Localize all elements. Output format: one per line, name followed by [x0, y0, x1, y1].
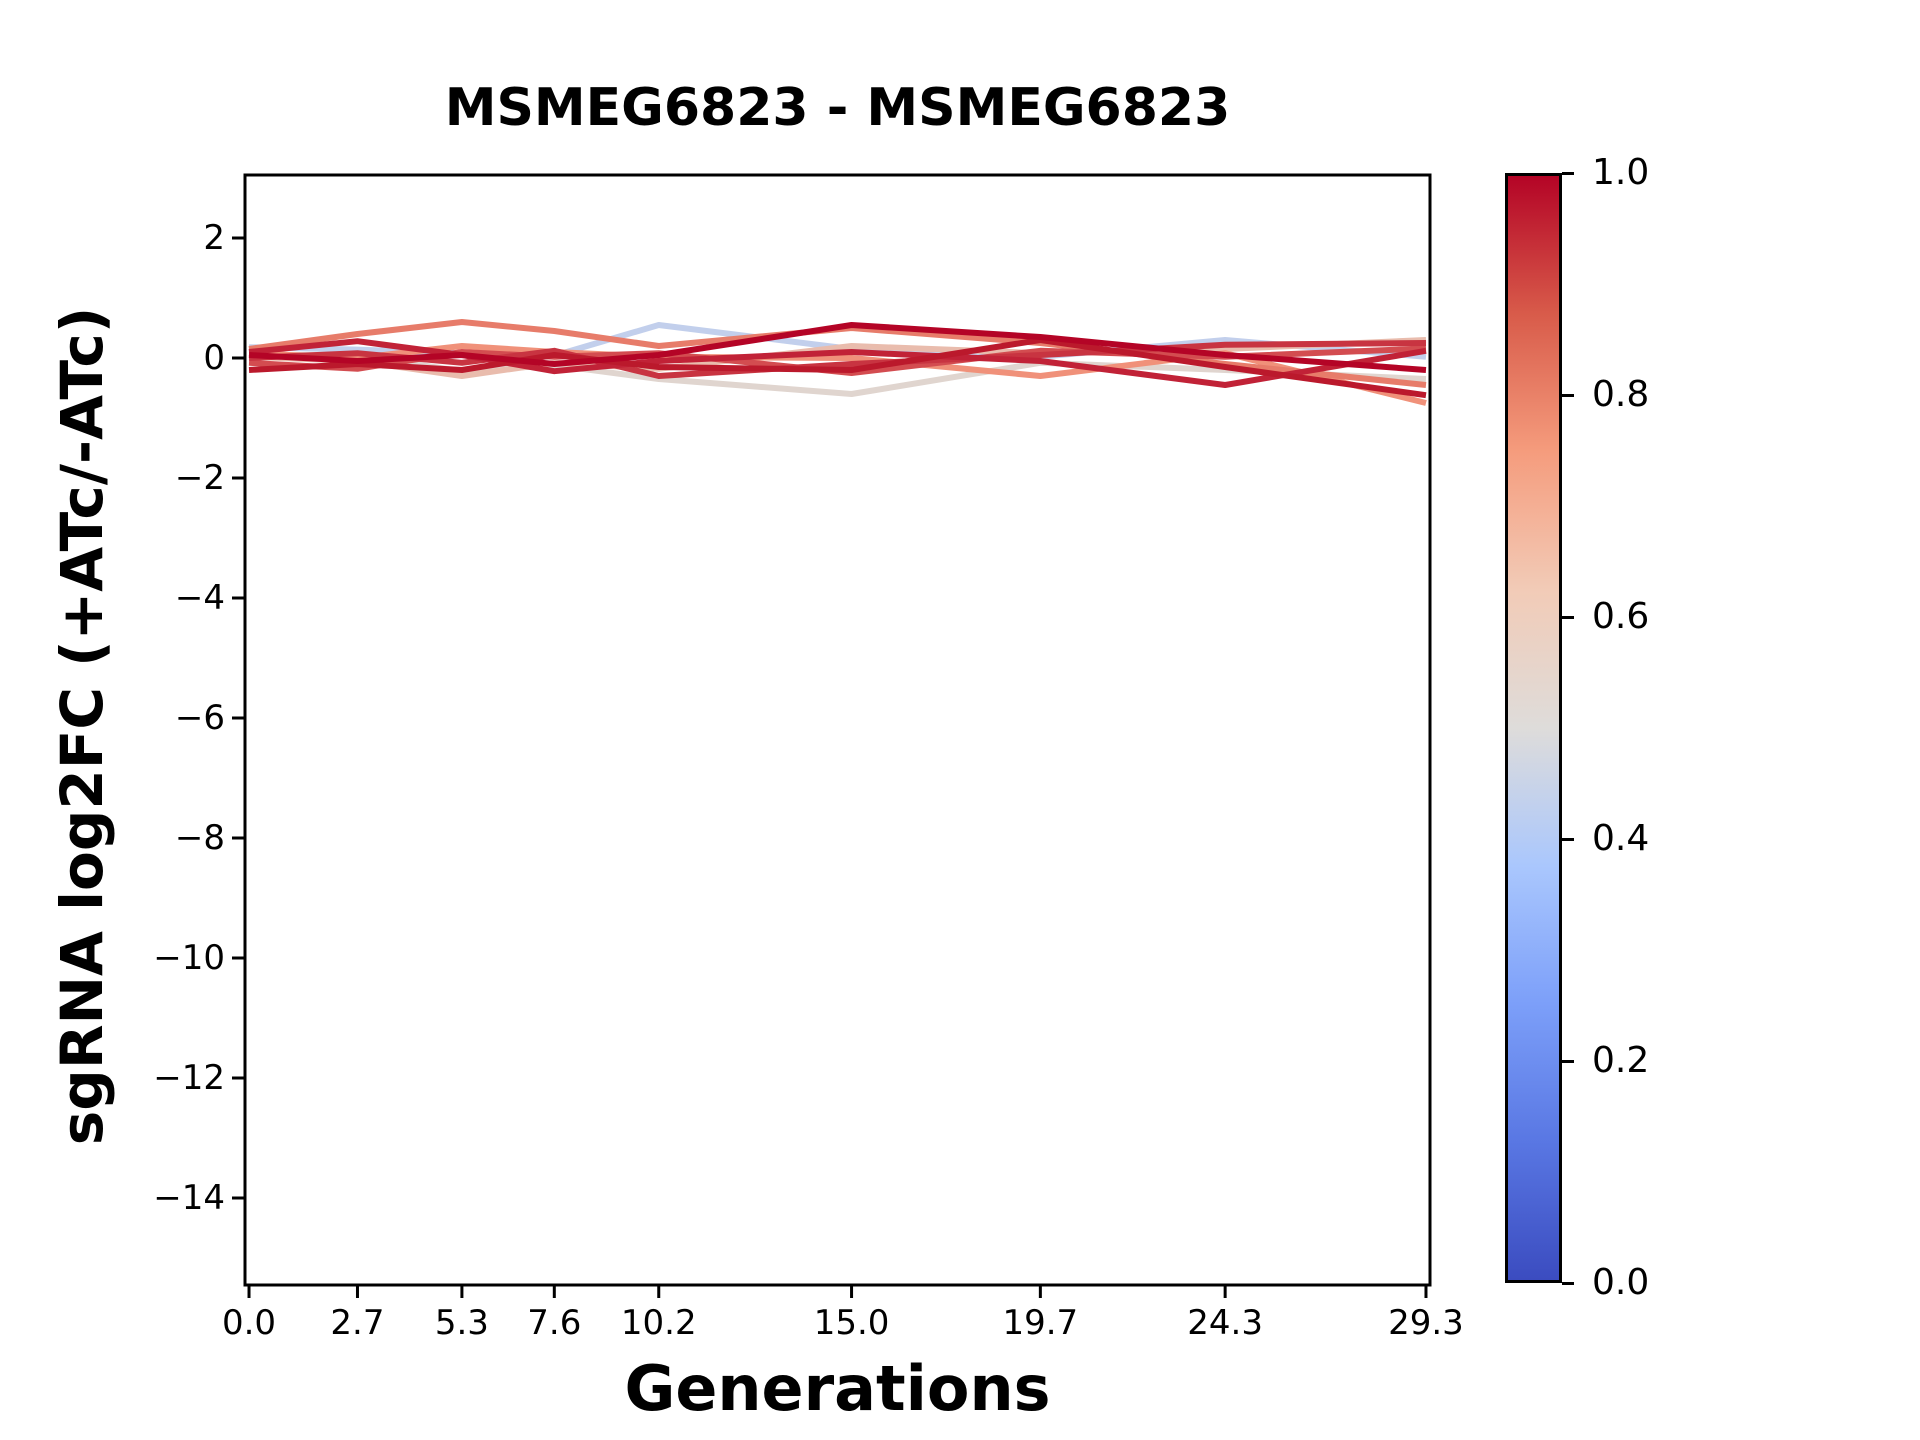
y-tick-label: −4: [174, 578, 225, 618]
plot-border: [243, 173, 1432, 1287]
x-tick-label: 10.2: [620, 1303, 697, 1343]
chart-title: MSMEG6823 - MSMEG6823: [444, 78, 1231, 138]
y-tick-label: −12: [153, 1058, 225, 1098]
colorbar-tick-label: 0.0: [1592, 1262, 1650, 1303]
colorbar: [1505, 173, 1562, 1283]
x-tick-label: 24.3: [1187, 1303, 1263, 1343]
y-tick-label: −6: [174, 698, 225, 738]
colorbar-tick: [1562, 837, 1574, 841]
series-line-line_8: [248, 338, 1427, 388]
colorbar-tick-label: 1.0: [1592, 152, 1650, 193]
colorbar-tick: [1562, 171, 1574, 175]
y-tick-label: −2: [174, 458, 225, 498]
x-tick-label: 29.3: [1388, 1303, 1464, 1343]
colorbar-tick: [1562, 1059, 1574, 1063]
y-tick-label: −14: [153, 1178, 225, 1218]
x-axis-label: Generations: [624, 1352, 1051, 1425]
x-tick-label: 7.6: [527, 1303, 582, 1343]
colorbar-tick-label: 0.2: [1592, 1040, 1650, 1081]
colorbar-tick: [1562, 615, 1574, 619]
colorbar-tick-label: 0.4: [1592, 818, 1650, 859]
x-tick-label: 2.7: [330, 1303, 385, 1343]
colorbar-tick: [1562, 1281, 1574, 1285]
y-tick-label: 0: [203, 338, 225, 378]
y-tick-label: −10: [153, 938, 225, 978]
series-line-line_9: [248, 337, 1427, 399]
colorbar-tick-label: 0.6: [1592, 596, 1650, 637]
colorbar-tick-label: 0.8: [1592, 374, 1650, 415]
x-tick-label: 15.0: [813, 1303, 890, 1343]
series-line-line_10: [248, 322, 1427, 373]
y-tick-label: 2: [203, 218, 225, 258]
x-tick-label: 0.0: [221, 1303, 277, 1343]
x-tick-label: 19.7: [1002, 1303, 1079, 1343]
y-tick-label: −8: [174, 818, 225, 858]
x-tick-label: 5.3: [434, 1303, 489, 1343]
colorbar-tick: [1562, 393, 1574, 397]
